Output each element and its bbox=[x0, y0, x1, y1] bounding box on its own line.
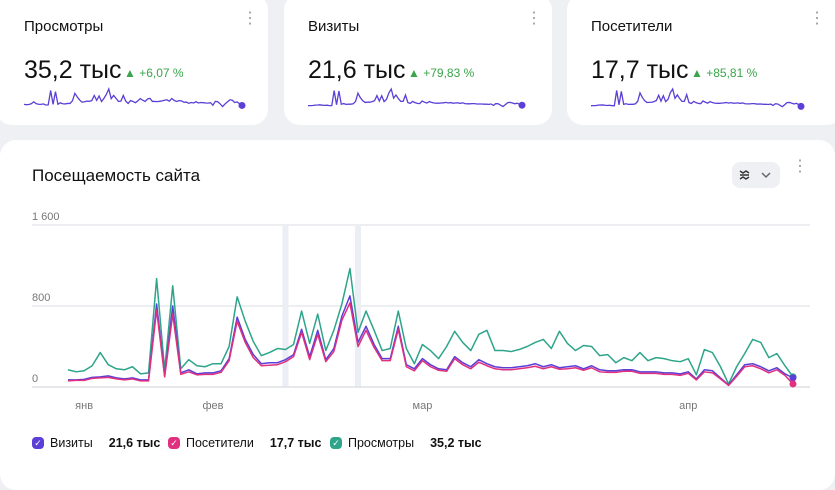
sparkline-line bbox=[24, 87, 243, 108]
card-visits[interactable]: Визиты ⋮ 21,6 тыс ▲ +79,83 % bbox=[284, 0, 552, 125]
checkbox-icon[interactable]: ✓ bbox=[168, 437, 180, 449]
card-delta: ▲ +79,83 % bbox=[408, 66, 475, 80]
more-icon[interactable]: ⋮ bbox=[809, 10, 825, 27]
legend-value: 35,2 тыс bbox=[430, 436, 482, 450]
legend-value: 17,7 тыс bbox=[269, 436, 322, 450]
panel-title: Посещаемость сайта bbox=[32, 166, 201, 185]
card-visitors[interactable]: Посетители ⋮ 17,7 тыс ▲ +85,81 % bbox=[567, 0, 835, 125]
series-end-dot-visits bbox=[789, 374, 797, 382]
y-tick-label: 1 600 bbox=[32, 211, 60, 223]
checkbox-icon[interactable]: ✓ bbox=[330, 437, 342, 449]
card-title: Визиты bbox=[308, 18, 360, 35]
legend-label: Посетители bbox=[186, 436, 254, 450]
card-views[interactable]: Просмотры ⋮ 35,2 тыс ▲ +6,07 % bbox=[0, 0, 268, 125]
legend-item-visitors[interactable]: ✓ Посетители 17,7 тыс bbox=[168, 436, 321, 450]
card-title: Посетители bbox=[591, 18, 673, 35]
legend-label: Визиты bbox=[50, 436, 93, 450]
checkbox-icon[interactable]: ✓ bbox=[32, 437, 44, 449]
y-tick-label: 0 bbox=[32, 373, 38, 385]
more-icon[interactable]: ⋮ bbox=[242, 10, 258, 27]
card-delta: ▲ +85,81 % bbox=[691, 66, 758, 80]
delta-text: +6,07 % bbox=[139, 66, 184, 80]
legend-item-views[interactable]: ✓ Просмотры 35,2 тыс bbox=[330, 436, 482, 450]
card-title: Просмотры bbox=[24, 18, 104, 35]
sparkline-end-dot bbox=[518, 101, 526, 109]
series-line-visits bbox=[68, 295, 794, 386]
legend-item-visits[interactable]: ✓ Визиты 21,6 тыс bbox=[32, 436, 160, 450]
card-value: 21,6 тыс bbox=[308, 56, 406, 84]
sparkline bbox=[591, 87, 805, 110]
y-tick-label: 800 bbox=[32, 292, 50, 304]
card-delta: ▲ +6,07 % bbox=[124, 66, 184, 80]
legend-value: 21,6 тыс bbox=[108, 436, 161, 450]
x-tick-label: мар bbox=[413, 400, 433, 412]
x-tick-label: апр bbox=[679, 400, 697, 412]
sparkline bbox=[308, 87, 526, 109]
delta-text: +85,81 % bbox=[706, 66, 758, 80]
x-tick-label: фев bbox=[202, 400, 223, 412]
sparkline-line bbox=[591, 87, 802, 108]
series-line-visitors bbox=[67, 302, 794, 387]
series-line-views bbox=[67, 267, 794, 385]
legend-label: Просмотры bbox=[348, 436, 415, 450]
chart-type-dropdown[interactable] bbox=[732, 162, 780, 188]
x-tick-label: янв bbox=[75, 400, 93, 412]
attendance-panel: Посещаемость сайта ⋮ 0 800 1 600 янв фев мар а… bbox=[0, 140, 835, 490]
more-icon[interactable]: ⋮ bbox=[526, 10, 542, 27]
sparkline-end-dot bbox=[797, 102, 805, 110]
sparkline-end-dot bbox=[238, 101, 246, 109]
line-chart[interactable]: 0 800 1 600 янв фев мар апр bbox=[0, 140, 835, 430]
sparkline-line bbox=[308, 87, 523, 108]
sparkline bbox=[24, 87, 246, 109]
card-value: 35,2 тыс bbox=[24, 56, 122, 84]
chart-type-icon bbox=[739, 170, 771, 180]
card-value: 17,7 тыс bbox=[591, 56, 689, 84]
delta-text: +79,83 % bbox=[423, 66, 475, 80]
series-end-dot-visitors bbox=[789, 380, 797, 388]
